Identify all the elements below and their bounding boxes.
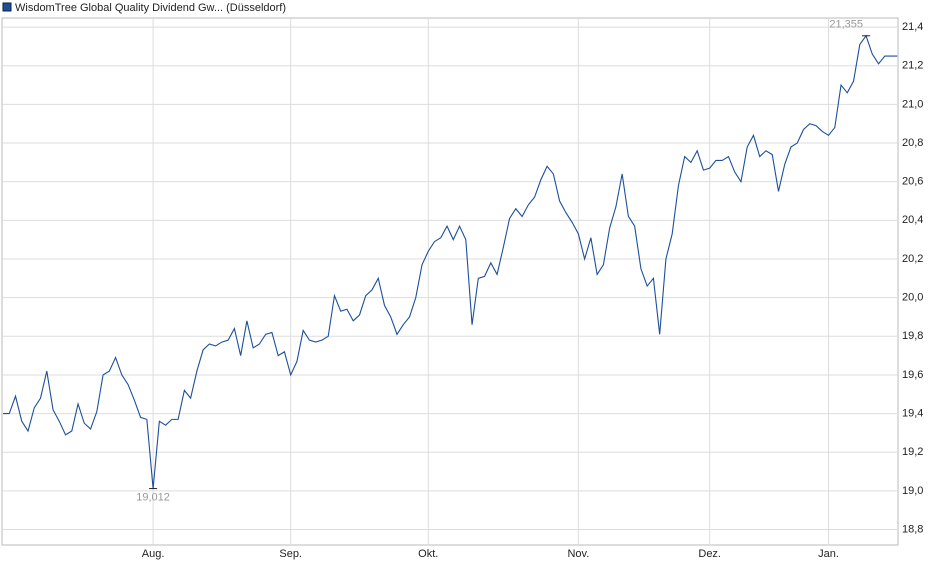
y-tick-label: 21,4: [902, 21, 923, 33]
legend-swatch: [2, 2, 12, 12]
y-tick-label: 20,4: [902, 214, 923, 226]
y-tick-label: 21,2: [902, 60, 923, 72]
y-tick-label: 19,6: [902, 369, 923, 381]
y-tick-label: 20,8: [902, 137, 923, 149]
x-tick-label: Dez.: [698, 548, 721, 560]
x-tick-label: Jan.: [818, 548, 839, 560]
y-tick-label: 20,2: [902, 253, 923, 265]
y-tick-label: 19,0: [902, 485, 923, 497]
y-tick-label: 18,8: [902, 523, 923, 535]
price-line: [3, 34, 898, 489]
legend-label: WisdomTree Global Quality Dividend Gw...…: [15, 2, 286, 14]
y-tick-label: 19,8: [902, 330, 923, 342]
y-tick-label: 21,0: [902, 98, 923, 110]
x-tick-label: Sep.: [279, 548, 302, 560]
y-tick-label: 20,0: [902, 292, 923, 304]
y-tick-label: 20,6: [902, 176, 923, 188]
x-tick-label: Okt.: [418, 548, 438, 560]
y-tick-label: 19,4: [902, 407, 923, 419]
extreme-label: 19,012: [136, 491, 170, 503]
plot-frame: [1, 17, 899, 546]
extreme-label: 21,355: [829, 19, 863, 31]
y-tick-label: 19,2: [902, 446, 923, 458]
x-tick-label: Nov.: [567, 548, 589, 560]
x-tick-label: Aug.: [142, 548, 165, 560]
